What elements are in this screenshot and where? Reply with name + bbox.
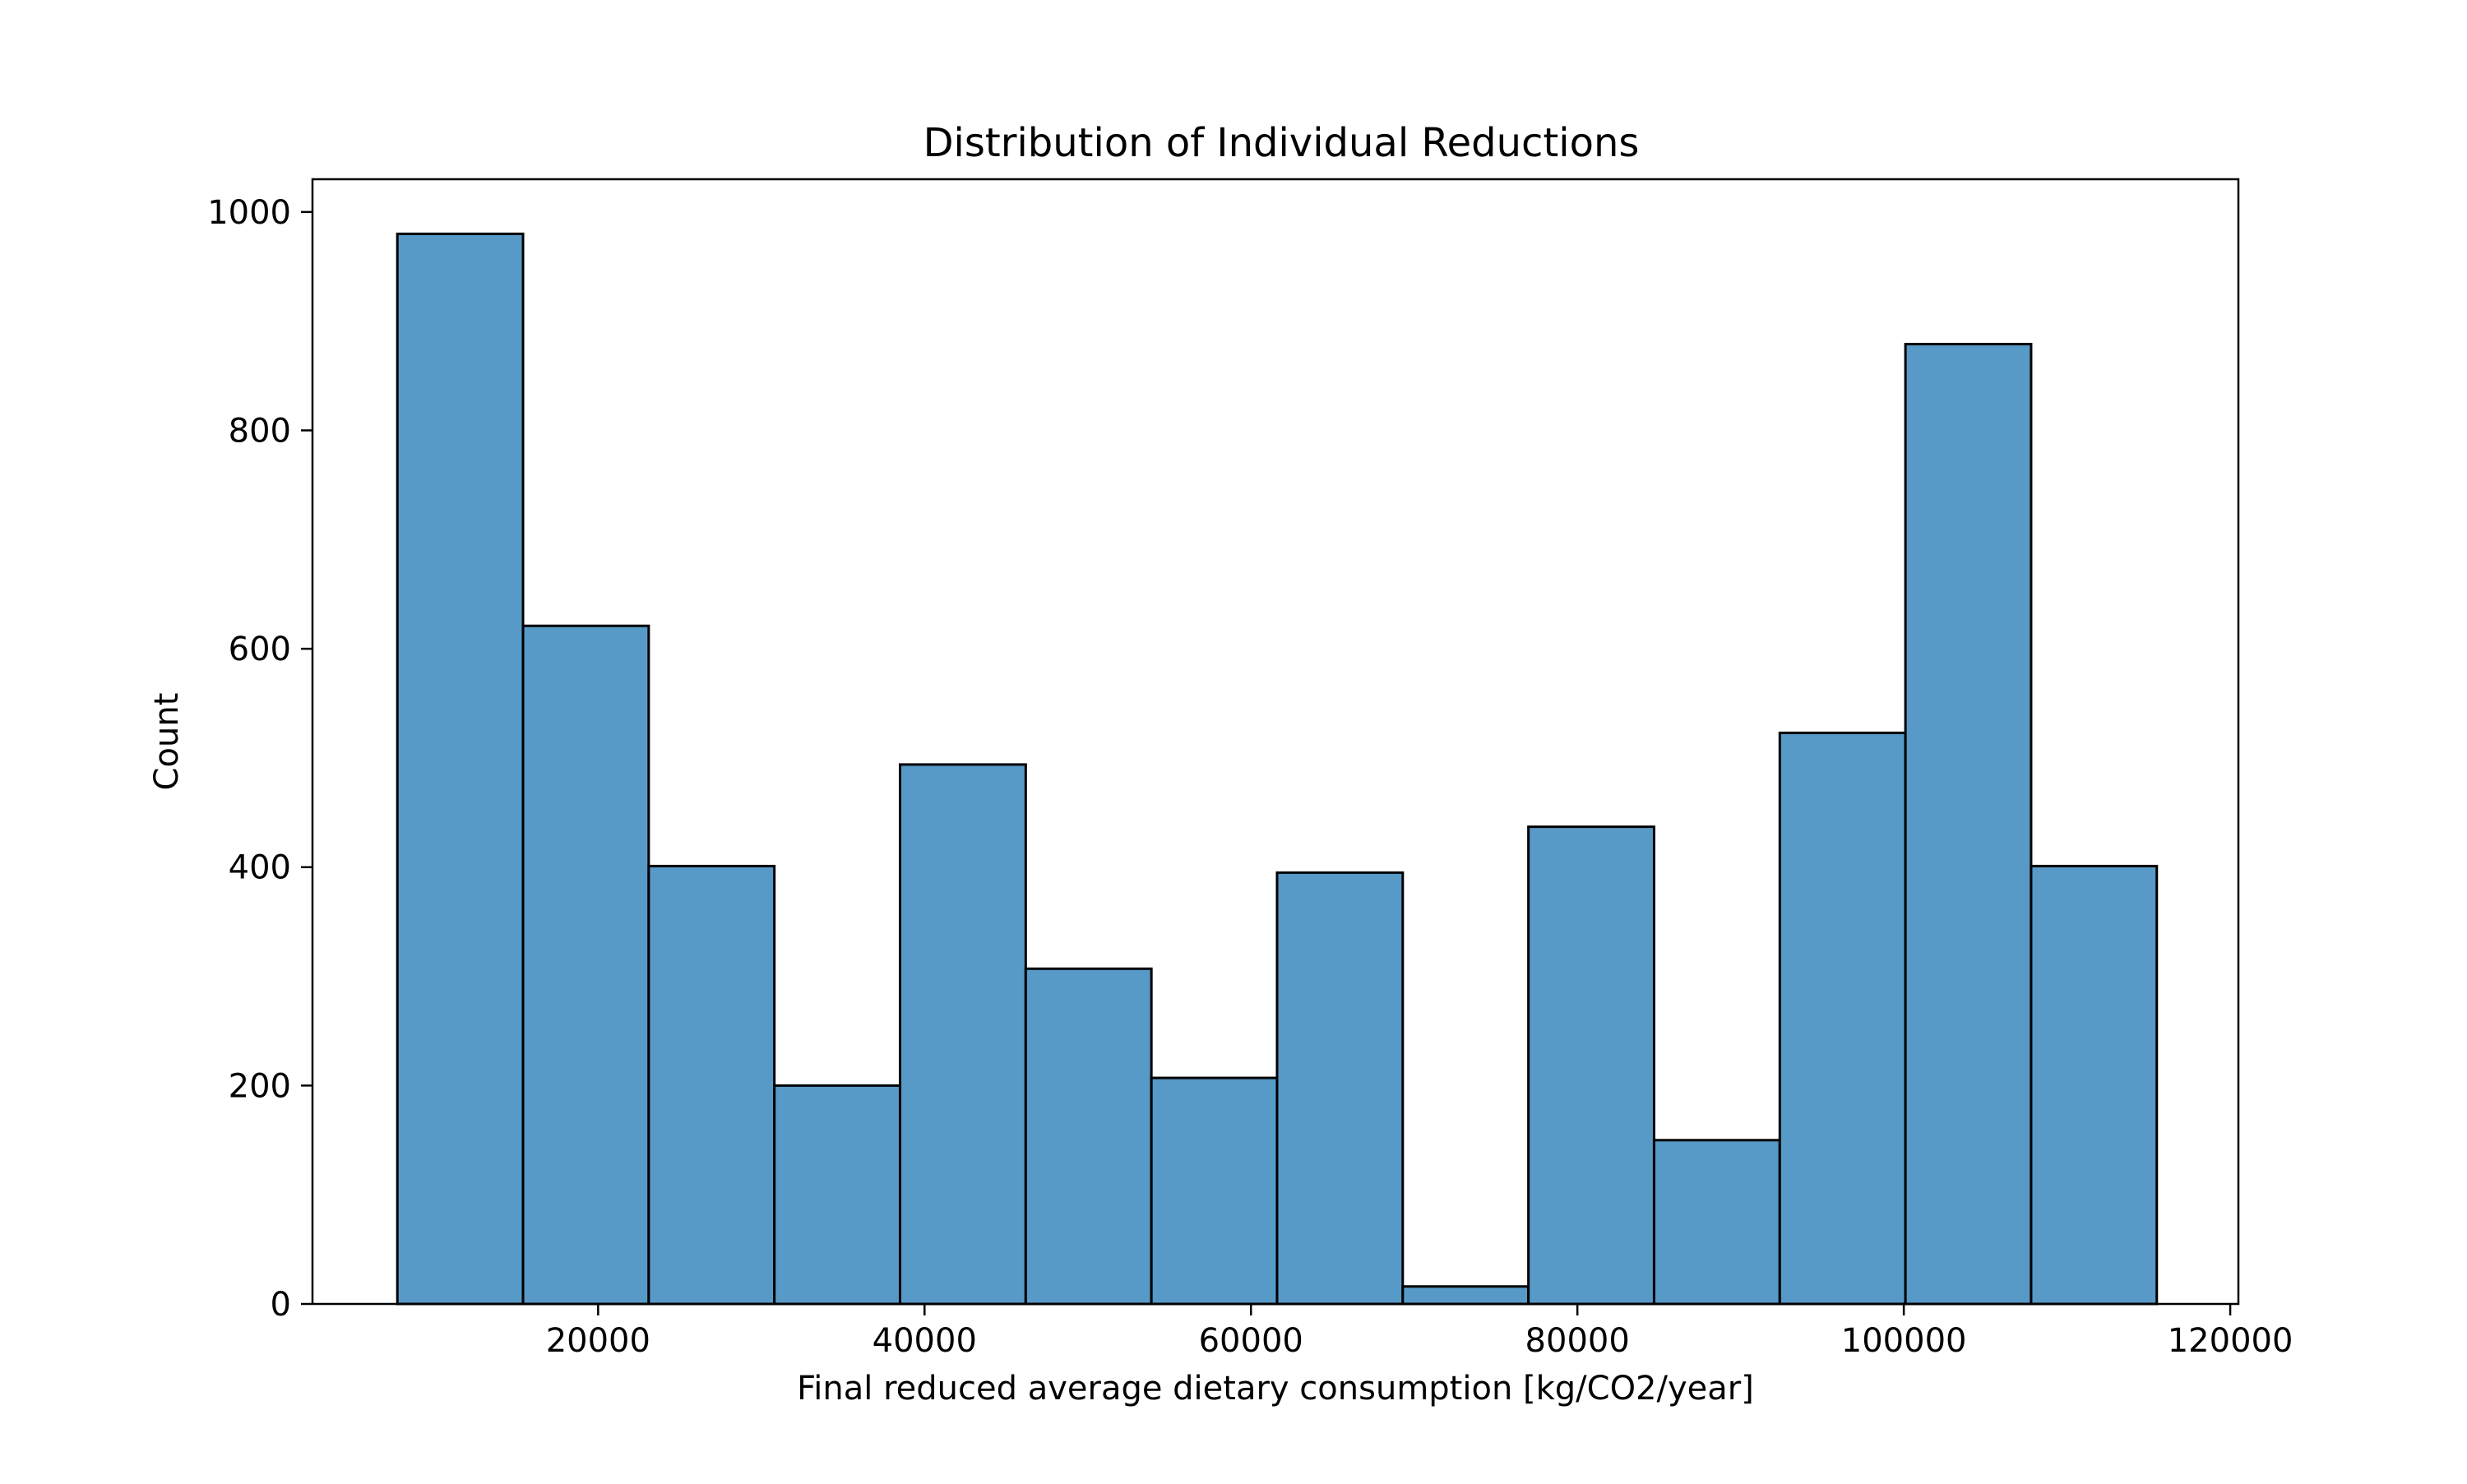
y-tick-label: 600 [229,631,291,668]
histogram-bar [647,864,776,1306]
bars-group [396,232,2159,1306]
histogram-bar [1652,1139,1781,1306]
y-tick-label: 400 [229,849,291,887]
x-tick-label: 40000 [872,1322,977,1360]
histogram-bar [1527,825,1655,1306]
histogram-bar [396,232,525,1306]
x-tick-label: 120000 [2168,1322,2293,1360]
histogram-bar [2030,864,2159,1306]
x-tick-label: 80000 [1525,1322,1630,1360]
x-tick-label: 20000 [546,1322,650,1360]
x-axis-ticks: 20000 40000 60000 80000 100000 120000 [546,1304,2293,1360]
y-axis-ticks: 0 200 400 600 800 1000 [207,194,312,1324]
y-axis-label: Count [148,693,186,791]
plot-frame [311,178,2240,1306]
histogram-bar [1401,1285,1530,1306]
x-tick-label: 60000 [1199,1322,1303,1360]
y-tick-label: 0 [271,1286,291,1324]
y-tick-label: 1000 [207,194,291,232]
histogram-bar [1150,1076,1279,1306]
y-tick-label: 800 [229,412,291,450]
histogram-bar [1904,343,2033,1306]
histogram-bar [1275,871,1405,1306]
histogram-bar [773,1084,902,1306]
chart-title: Distribution of Individual Reductions [923,120,1640,166]
y-tick-label: 200 [229,1067,291,1105]
x-axis-label: Final reduced average dietary consumptio… [797,1370,1754,1408]
histogram-bar [521,624,650,1306]
histogram-bar [1778,731,1907,1306]
histogram-bar [899,763,1027,1306]
histogram-bar [1024,967,1153,1306]
x-tick-label: 100000 [1841,1322,1967,1360]
